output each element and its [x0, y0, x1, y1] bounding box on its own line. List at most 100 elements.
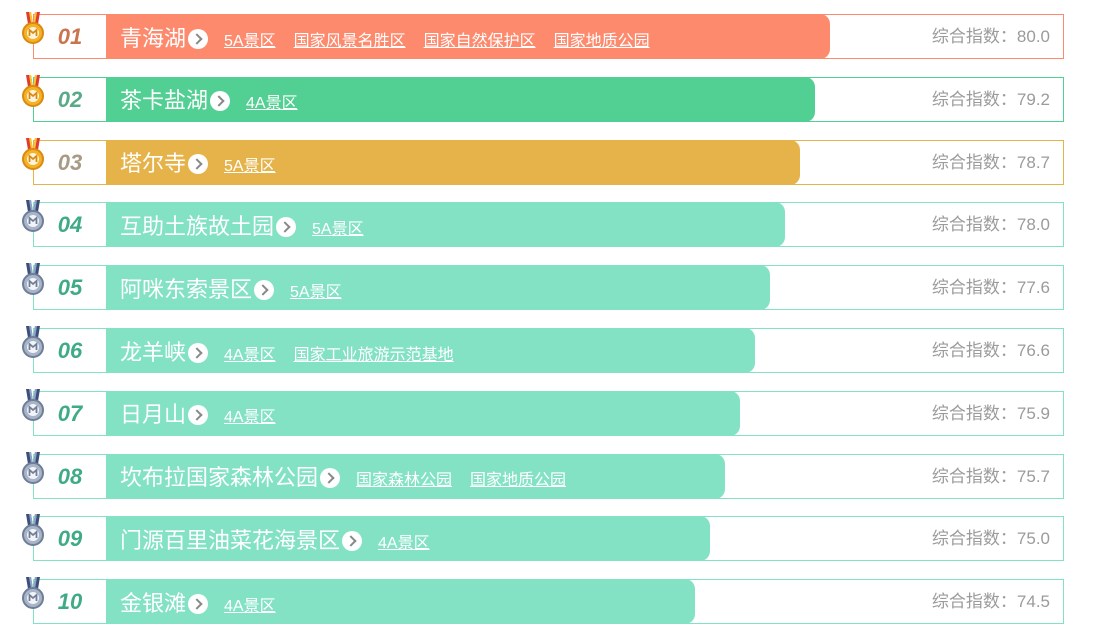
score-value: 78.7	[1016, 152, 1050, 172]
gold-medal-icon	[22, 12, 44, 44]
attraction-tag-link[interactable]: 国家地质公园	[553, 32, 650, 50]
gold-medal-icon	[22, 74, 44, 107]
ranking-row[interactable]: 08 坎布拉国家森林公园 国家森林公园 国家地质公园 综合指数：75.7	[22, 451, 1064, 499]
chevron-right-icon[interactable]	[276, 216, 297, 237]
rank-number: 03	[57, 149, 83, 175]
score-label: 综合指数：	[931, 341, 1017, 360]
score-bar: 阿咪东索景区 5A景区	[106, 265, 770, 311]
composite-score: 综合指数：76.6	[932, 329, 1050, 372]
score-value: 76.6	[1016, 341, 1050, 360]
silver-medal-icon	[22, 388, 44, 421]
attraction-tag-link[interactable]: 4A景区	[378, 534, 430, 552]
gold-medal-icon	[22, 137, 44, 170]
score-label: 综合指数：	[931, 592, 1017, 612]
attraction-name[interactable]: 坎布拉国家森林公园	[120, 465, 319, 491]
attraction-name[interactable]: 龙羊峡	[120, 339, 187, 365]
score-value: 78.0	[1016, 215, 1050, 235]
composite-score: 综合指数：74.5	[932, 580, 1050, 623]
score-value: 75.0	[1016, 529, 1050, 549]
score-label: 综合指数：	[931, 152, 1017, 172]
composite-score: 综合指数：75.7	[932, 455, 1050, 498]
chevron-right-icon[interactable]	[254, 279, 275, 300]
chevron-right-icon[interactable]	[188, 154, 209, 175]
rank-number: 06	[57, 338, 83, 363]
ranking-row[interactable]: 02 茶卡盐湖 4A景区 综合指数：79.2	[22, 74, 1064, 122]
rank-number: 09	[57, 526, 83, 552]
ranking-row[interactable]: 05 阿咪东索景区 5A景区 综合指数：77.6	[22, 263, 1064, 311]
silver-medal-icon	[22, 451, 44, 484]
score-value: 74.5	[1016, 592, 1050, 612]
ranking-row[interactable]: 09 门源百里油菜花海景区 4A景区 综合指数：75.0	[22, 514, 1064, 562]
attraction-name[interactable]: 门源百里油菜花海景区	[120, 527, 341, 553]
score-value: 75.7	[1016, 466, 1050, 486]
rank-number: 08	[57, 463, 83, 489]
composite-score: 综合指数：75.0	[932, 517, 1050, 560]
score-label: 综合指数：	[931, 278, 1017, 298]
attraction-tag-link[interactable]: 5A景区	[224, 158, 276, 176]
score-value: 79.2	[1016, 89, 1050, 109]
silver-medal-icon	[22, 200, 44, 233]
rank-number: 04	[57, 212, 83, 238]
silver-medal-icon	[22, 326, 44, 358]
ranking-row[interactable]: 10 金银滩 4A景区 综合指数：74.5	[22, 577, 1064, 625]
composite-score: 综合指数：78.0	[932, 203, 1050, 246]
composite-score: 综合指数：80.0	[932, 15, 1050, 58]
attraction-tag-link[interactable]: 国家森林公园	[356, 472, 453, 490]
attraction-name[interactable]: 塔尔寺	[120, 151, 187, 177]
attraction-tag-link[interactable]: 4A景区	[246, 95, 298, 113]
attraction-tag-link[interactable]: 5A景区	[224, 32, 276, 50]
composite-score: 综合指数：78.7	[932, 141, 1050, 184]
score-value: 77.6	[1016, 278, 1050, 298]
silver-medal-icon	[22, 263, 44, 296]
rank-number: 10	[57, 589, 83, 615]
composite-score: 综合指数：77.6	[932, 266, 1050, 309]
attraction-tag-link[interactable]: 国家工业旅游示范基地	[293, 346, 454, 364]
ranking-row[interactable]: 04 互助土族故土园 5A景区 综合指数：78.0	[22, 200, 1064, 248]
ranking-row[interactable]: 06 龙羊峡 4A景区 国家工业旅游示范基地 综合指数：76.6	[22, 326, 1064, 373]
silver-medal-icon	[22, 514, 44, 547]
ranking-row[interactable]: 07 日月山 4A景区 综合指数：75.9	[22, 388, 1064, 436]
attraction-name[interactable]: 阿咪东索景区	[120, 276, 253, 302]
chevron-right-icon[interactable]	[320, 468, 341, 489]
chevron-right-icon[interactable]	[188, 593, 209, 614]
ranking-row[interactable]: 01 青海湖 5A景区 国家风景名胜区 国家自然保护区 国家地质公园 综合指数：80.0	[22, 12, 1064, 59]
chevron-right-icon[interactable]	[188, 28, 209, 49]
score-value: 80.0	[1016, 27, 1050, 46]
chevron-right-icon[interactable]	[188, 342, 209, 363]
attraction-tag-link[interactable]: 4A景区	[224, 346, 276, 364]
attraction-name[interactable]: 互助土族故土园	[120, 213, 275, 239]
chevron-right-icon[interactable]	[342, 530, 363, 551]
score-label: 综合指数：	[931, 89, 1017, 109]
score-bar: 龙羊峡 4A景区 国家工业旅游示范基地	[106, 328, 755, 373]
silver-medal-icon	[22, 577, 44, 610]
score-label: 综合指数：	[931, 466, 1017, 486]
attraction-tag-link[interactable]: 4A景区	[224, 597, 276, 615]
ranking-row[interactable]: 03 塔尔寺 5A景区 综合指数：78.7	[22, 137, 1064, 185]
attraction-tag-link[interactable]: 国家自然保护区	[423, 32, 536, 50]
score-bar: 茶卡盐湖 4A景区	[106, 76, 815, 122]
attraction-name[interactable]: 金银滩	[120, 590, 187, 616]
score-bar: 坎布拉国家森林公园 国家森林公园 国家地质公园	[106, 453, 725, 499]
attraction-name[interactable]: 青海湖	[120, 25, 187, 51]
attraction-tag-link[interactable]: 国家风景名胜区	[293, 32, 406, 50]
rank-number: 07	[57, 400, 83, 426]
score-label: 综合指数：	[931, 529, 1017, 549]
chevron-right-icon[interactable]	[188, 405, 209, 426]
attraction-tag-link[interactable]: 国家地质公园	[470, 472, 567, 490]
attraction-tag-link[interactable]: 5A景区	[290, 283, 342, 301]
score-bar: 青海湖 5A景区 国家风景名胜区 国家自然保护区 国家地质公园	[106, 14, 830, 59]
attraction-tag-link[interactable]: 5A景区	[312, 220, 364, 238]
composite-score: 综合指数：79.2	[932, 78, 1050, 121]
rank-number: 02	[57, 86, 83, 112]
attraction-name[interactable]: 日月山	[120, 402, 187, 428]
rank-number: 01	[57, 24, 83, 49]
chevron-right-icon[interactable]	[210, 91, 231, 112]
score-bar: 日月山 4A景区	[106, 390, 740, 436]
score-bar: 互助土族故土园 5A景区	[106, 202, 785, 248]
composite-score: 综合指数：75.9	[932, 392, 1050, 435]
attraction-name[interactable]: 茶卡盐湖	[120, 88, 209, 114]
rank-number: 05	[57, 275, 83, 301]
score-label: 综合指数：	[931, 403, 1017, 423]
attraction-tag-link[interactable]: 4A景区	[224, 409, 276, 427]
score-label: 综合指数：	[931, 27, 1017, 46]
